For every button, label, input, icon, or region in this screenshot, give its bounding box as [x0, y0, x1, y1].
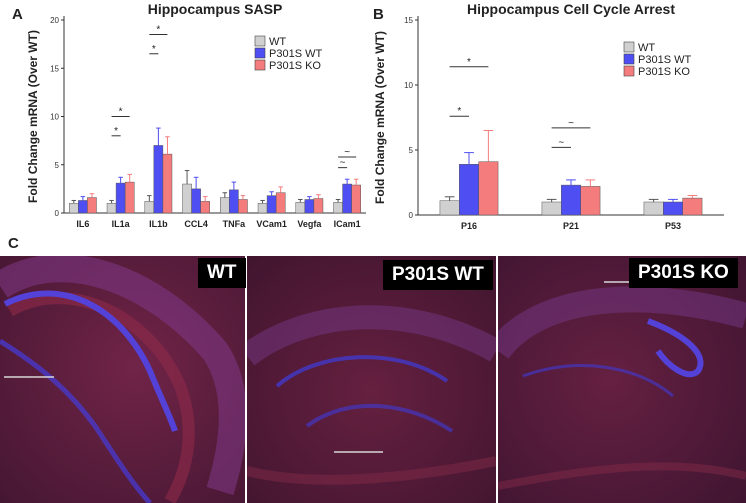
micrograph-p301s-ko-image [498, 256, 746, 503]
chart-a-sig-label-2: * [152, 44, 156, 55]
chart-a-bar-wt-vegfa [295, 202, 306, 214]
chart-b-cell-cycle-arrest: Hippocampus Cell Cycle Arrest Fold Change… [373, 1, 724, 231]
chart-a-legend-label-wt: WT [269, 36, 286, 48]
chart-a-ylabel: Fold Change mRNA (Over WT) [26, 30, 40, 203]
chart-a-bar-p301s-wt-il1b [153, 145, 164, 214]
chart-b-ytick-label-10: 10 [404, 81, 413, 90]
chart-a-bar-p301s-wt-il6 [78, 200, 88, 214]
chart-b-legend-swatch-p301s-ko [623, 65, 635, 77]
chart-a-bar-wt-vcam1 [257, 203, 268, 214]
chart-a-sig-label-5: ~ [344, 147, 350, 158]
chart-b-legend-label-wt: WT [638, 42, 655, 54]
chart-b-bar-wt-p53 [643, 201, 664, 216]
chart-b-sig-label-1: * [467, 57, 471, 68]
chart-b-ytick-label-0: 0 [409, 211, 414, 220]
chart-b-sig-label-0: * [457, 106, 461, 117]
chart-a-bar-p301s-ko-tnfa [238, 199, 248, 214]
chart-b-xtick-label-p53: P53 [665, 221, 681, 231]
chart-b-title: Hippocampus Cell Cycle Arrest [467, 1, 675, 17]
chart-a-bar-p301s-wt-vcam1 [266, 195, 277, 214]
chart-a-sig-label-1: * [119, 107, 123, 118]
chart-a-xtick-label-il6: IL6 [76, 219, 89, 229]
chart-a-bar-wt-il6 [69, 203, 79, 214]
chart-a-sig-label-4: ~ [340, 158, 346, 169]
chart-a-sig-label-3: * [156, 24, 160, 35]
chart-b-bar-p301s-ko-p21 [580, 186, 601, 216]
chart-a-ytick-label-15: 15 [50, 64, 59, 73]
chart-a-bar-wt-il1b [144, 201, 155, 214]
chart-b-bar-p301s-wt-p16 [459, 164, 479, 216]
chart-a-ytick-label-10: 10 [50, 113, 59, 122]
chart-b-bar-p301s-ko-p53 [682, 197, 703, 216]
chart-b-legend-label-p301s-ko: P301S KO [638, 66, 690, 78]
chart-a-bar-wt-icam1 [333, 202, 343, 214]
chart-a-xtick-label-icam1: ICam1 [334, 219, 361, 229]
chart-a-legend-swatch-wt [254, 35, 266, 47]
chart-a-legend-label-p301s-wt: P301S WT [269, 48, 322, 60]
chart-a-bar-wt-ccl4 [182, 183, 192, 214]
chart-b-xtick-label-p21: P21 [563, 221, 579, 231]
chart-b-bar-wt-p16 [439, 200, 460, 216]
chart-a-bar-p301s-wt-vegfa [304, 199, 315, 214]
chart-b-ytick-label-5: 5 [409, 146, 414, 155]
micrograph-wt-image [0, 256, 245, 503]
chart-b-bar-wt-p21 [541, 201, 562, 216]
chart-a-legend-swatch-p301s-wt [254, 47, 266, 59]
chart-a-ytick-label-20: 20 [50, 16, 59, 25]
panel-letter-a: A [12, 6, 23, 23]
chart-a-bar-p301s-wt-ccl4 [191, 188, 201, 214]
chart-a-xtick-label-ccl4: CCL4 [184, 219, 208, 229]
chart-b-bar-p301s-wt-p53 [663, 201, 683, 216]
chart-a-bar-wt-tnfa [220, 197, 230, 214]
micrograph-label-p301s-ko: P301S KO [629, 258, 738, 288]
chart-a-bar-wt-il1a [106, 203, 117, 214]
chart-a-bar-p301s-ko-vcam1 [275, 192, 286, 214]
micrograph-wt [0, 256, 245, 503]
chart-b-legend-label-p301s-wt: P301S WT [638, 54, 691, 66]
chart-b-xtick-label-p16: P16 [461, 221, 477, 231]
chart-a-legend-swatch-p301s-ko [254, 59, 266, 71]
chart-b-bar-p301s-ko-p16 [478, 161, 499, 216]
chart-b-bar-p301s-wt-p21 [561, 184, 581, 216]
chart-a-xtick-label-il1b: IL1b [149, 219, 168, 229]
chart-a-ytick-label-0: 0 [55, 209, 60, 218]
micrograph-p301s-ko [498, 256, 746, 503]
chart-a-title: Hippocampus SASP [148, 1, 283, 17]
chart-b-legend-swatch-wt [623, 41, 635, 53]
chart-a-legend-label-p301s-ko: P301S KO [269, 60, 321, 72]
chart-a-bar-p301s-wt-tnfa [229, 189, 239, 214]
chart-a-bar-p301s-ko-il6 [87, 197, 97, 214]
micrograph-p301s-wt [247, 256, 496, 503]
chart-a-xtick-label-tnfa: TNFa [223, 219, 246, 229]
chart-b-ylabel: Fold Change mRNA (Over WT) [373, 31, 387, 204]
chart-a-bar-p301s-ko-icam1 [351, 184, 361, 214]
micrograph-label-p301s-wt: P301S WT [383, 260, 493, 290]
chart-a-bar-p301s-ko-ccl4 [200, 201, 210, 214]
chart-a-bar-p301s-ko-il1b [162, 153, 173, 214]
chart-a-sig-label-0: * [114, 126, 118, 137]
chart-b-sig-label-2: ~ [558, 137, 564, 148]
chart-a-bar-p301s-ko-vegfa [313, 198, 324, 214]
panel-letter-b: B [373, 6, 384, 23]
chart-a-sasp: Hippocampus SASP Fold Change mRNA (Over W… [26, 1, 366, 229]
chart-a-bar-p301s-wt-icam1 [342, 183, 352, 214]
chart-b-legend-swatch-p301s-wt [623, 53, 635, 65]
chart-a-bar-p301s-ko-il1a [124, 181, 135, 214]
panel-letter-c: C [8, 235, 19, 252]
micrograph-p301s-wt-image [247, 256, 496, 503]
chart-a-xtick-label-vegfa: Vegfa [297, 219, 322, 229]
chart-b-ytick-label-15: 15 [404, 16, 413, 25]
chart-a-ytick-label-5: 5 [55, 161, 60, 170]
chart-a-bar-p301s-wt-il1a [115, 182, 126, 214]
chart-a-xtick-label-il1a: IL1a [112, 219, 131, 229]
chart-a-xtick-label-vcam1: VCam1 [256, 219, 287, 229]
micrograph-label-wt: WT [198, 258, 246, 288]
chart-b-sig-label-3: ~ [568, 118, 574, 129]
